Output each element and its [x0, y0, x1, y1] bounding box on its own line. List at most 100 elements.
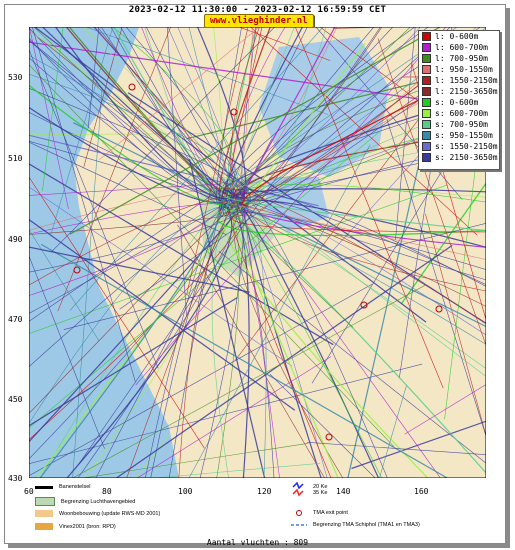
- flight-track: [351, 420, 486, 470]
- y-tick-label: 450: [8, 395, 23, 404]
- flight-track: [51, 27, 275, 252]
- x-tick-label: 80: [102, 487, 112, 496]
- flight-track: [154, 463, 321, 478]
- flight-track: [126, 201, 238, 478]
- flight-track: [69, 27, 441, 235]
- flight-track: [69, 27, 324, 311]
- flight-track: [144, 27, 220, 205]
- legend-item: l: 700-950m: [419, 53, 499, 64]
- flight-track: [223, 194, 486, 232]
- legend-item: s: 1550-2150m: [419, 141, 499, 152]
- x-tick-label: 100: [178, 487, 193, 496]
- flight-track: [29, 184, 448, 334]
- flight-track: [230, 113, 486, 208]
- flight-track: [218, 251, 486, 464]
- flight-track: [224, 27, 295, 216]
- flight-track: [238, 27, 331, 61]
- x-tick-label: 120: [257, 487, 272, 496]
- flight-track: [188, 144, 371, 478]
- legend-label: s: 1550-2150m: [435, 142, 498, 151]
- vinex-swatch: [35, 523, 53, 530]
- legend-tma-exit: TMA exit point: [291, 509, 348, 517]
- y-tick-label: 490: [8, 235, 23, 244]
- flight-track: [400, 183, 486, 305]
- legend-label: s: 950-1550m: [435, 131, 493, 140]
- flight-track: [125, 27, 238, 202]
- flight-track: [311, 243, 486, 377]
- flight-track: [379, 385, 407, 478]
- flight-track: [232, 214, 486, 233]
- legend-label: TMA exit point: [313, 510, 348, 516]
- flight-track: [42, 27, 245, 199]
- flight-track: [235, 183, 486, 198]
- y-tick-label: 510: [8, 154, 23, 163]
- legend-label: Begrenzing Luchthavengebied: [61, 498, 136, 505]
- flight-track: [220, 188, 486, 324]
- legend-housing: Woonbebouwing (update RWS-MD 2001): [35, 510, 160, 517]
- legend-label: s: 2150-3650m: [435, 153, 498, 162]
- flight-track: [72, 87, 103, 478]
- flight-track: [29, 176, 205, 449]
- flight-track: [217, 200, 486, 260]
- y-tick-label: 530: [8, 73, 23, 82]
- flight-track: [250, 27, 478, 236]
- flight-track: [97, 27, 247, 209]
- legend-swatch: [422, 98, 431, 107]
- boundary-swatch: [35, 497, 55, 506]
- flight-track: [222, 207, 486, 474]
- flight-track: [188, 27, 244, 217]
- flight-track: [68, 27, 248, 214]
- flight-track: [386, 118, 486, 437]
- flight-track: [29, 208, 231, 414]
- flight-track: [29, 140, 233, 210]
- flight-track: [29, 363, 423, 464]
- flight-track: [347, 130, 427, 478]
- legend-airport-boundary: Begrenzing Luchthavengebied: [35, 497, 135, 506]
- flight-track: [29, 283, 373, 476]
- flight-track: [137, 356, 332, 478]
- flight-track: [29, 212, 228, 367]
- legend-item: s: 700-950m: [419, 119, 499, 130]
- flight-track: [150, 188, 246, 478]
- flight-track: [425, 213, 486, 436]
- flight-track: [87, 27, 100, 129]
- flight-track: [50, 27, 114, 236]
- legend-label: s: 700-950m: [435, 120, 488, 129]
- flight-track: [216, 210, 486, 237]
- x-tick-label: 60: [24, 487, 34, 496]
- flight-track: [77, 201, 239, 478]
- legend-swatch: [422, 131, 431, 140]
- flight-track: [66, 203, 233, 478]
- flight-track: [29, 84, 240, 206]
- flight-track: [85, 27, 329, 115]
- legend-swatch: [422, 109, 431, 118]
- legend-item: s: 950-1550m: [419, 130, 499, 141]
- flight-track: [226, 193, 339, 478]
- flight-track: [186, 27, 249, 295]
- flight-track: [199, 191, 244, 478]
- site-badge[interactable]: www.vlieghinder.nl: [204, 14, 314, 28]
- y-tick-label: 430: [8, 474, 23, 483]
- flight-track: [40, 243, 448, 478]
- legend-label: Banenstelsel: [59, 484, 91, 490]
- flight-track: [241, 191, 280, 478]
- flight-track: [29, 141, 227, 235]
- flight-track: [82, 27, 245, 210]
- legend-item: l: 0-600m: [419, 31, 499, 42]
- flight-track: [230, 211, 275, 478]
- legend-label: s: 0-600m: [435, 98, 479, 107]
- flight-track: [29, 255, 105, 449]
- flight-track: [39, 202, 224, 478]
- legend-item: l: 2150-3650m: [419, 86, 499, 97]
- flight-track: [241, 27, 257, 200]
- legend-swatch: [422, 43, 431, 52]
- runway-swatch: [35, 485, 53, 489]
- flight-track-map: [29, 27, 486, 478]
- flight-tracks: [29, 27, 486, 478]
- flight-track: [78, 27, 381, 465]
- flight-track: [377, 38, 486, 346]
- legend-item: s: 0-600m: [419, 97, 499, 108]
- flight-track: [29, 246, 250, 293]
- legend-label: l: 1550-2150m: [435, 76, 498, 85]
- flight-track: [269, 373, 376, 478]
